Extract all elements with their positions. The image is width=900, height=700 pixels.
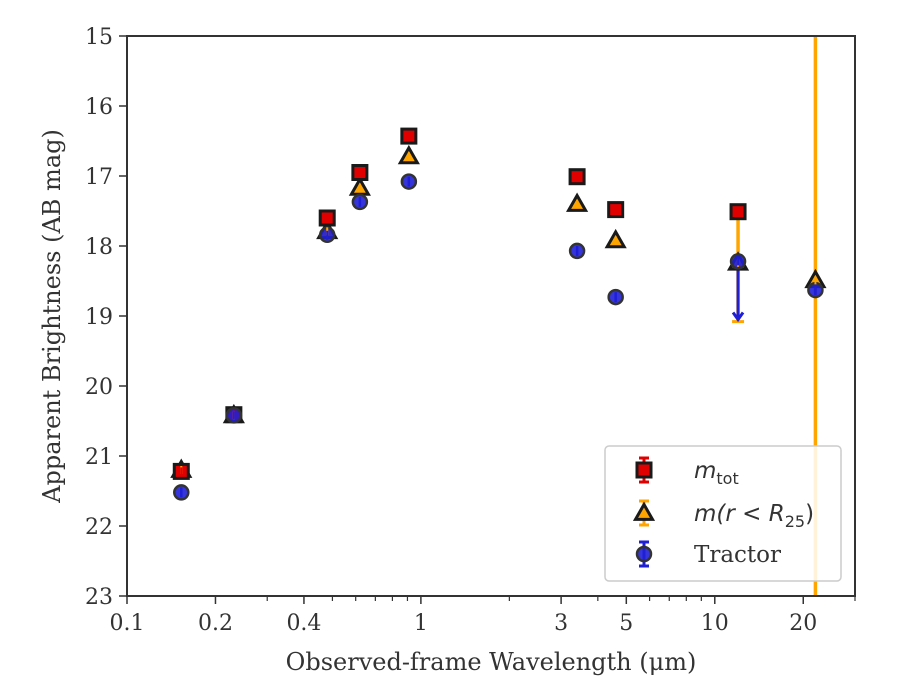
- x-tick-label: 1: [414, 611, 428, 636]
- x-axis-label: Observed-frame Wavelength (μm): [286, 648, 697, 676]
- upper-limit-arrow: [731, 311, 745, 323]
- x-tick-label: 0.1: [110, 611, 145, 636]
- legend-box: [604, 445, 842, 582]
- x-tick-label: 0.4: [286, 611, 321, 636]
- y-tick-label: 23: [85, 585, 113, 610]
- x-tick-label: 3: [554, 611, 568, 636]
- legend-marker-tractor: [635, 545, 653, 563]
- y-tick-label: 17: [85, 165, 113, 190]
- legend-label-tractor: Tractor: [694, 542, 781, 568]
- y-tick-label: 20: [85, 375, 113, 400]
- y-tick-label: 16: [85, 95, 113, 120]
- y-tick-label: 18: [85, 235, 113, 260]
- x-tick-label: 20: [789, 611, 817, 636]
- y-tick-label: 21: [85, 445, 113, 470]
- legend-label-mtot: mtot: [694, 458, 739, 488]
- y-axis-label: Apparent Brightness (AB mag): [38, 129, 66, 504]
- legend: mtot m(r < R25) Tractor: [604, 445, 842, 582]
- y-tick-label: 19: [85, 305, 113, 330]
- x-tick-label: 10: [701, 611, 729, 636]
- y-tick-label: 22: [85, 515, 113, 540]
- legend-marker-mtot: [635, 461, 653, 479]
- y-axis-ticks: 15 16 17 18 19 20 21 22 23: [85, 25, 127, 610]
- legend-marker-mr25: [632, 501, 656, 521]
- x-tick-label: 0.2: [198, 611, 233, 636]
- y-tick-label: 15: [85, 25, 113, 50]
- plot-frame: [126, 35, 856, 597]
- legend-label-mr25: m(r < R25): [694, 501, 814, 531]
- x-tick-label: 5: [619, 611, 633, 636]
- x-axis-ticks: 0.1 0.2 0.4 1 3 5 10 20: [110, 596, 856, 636]
